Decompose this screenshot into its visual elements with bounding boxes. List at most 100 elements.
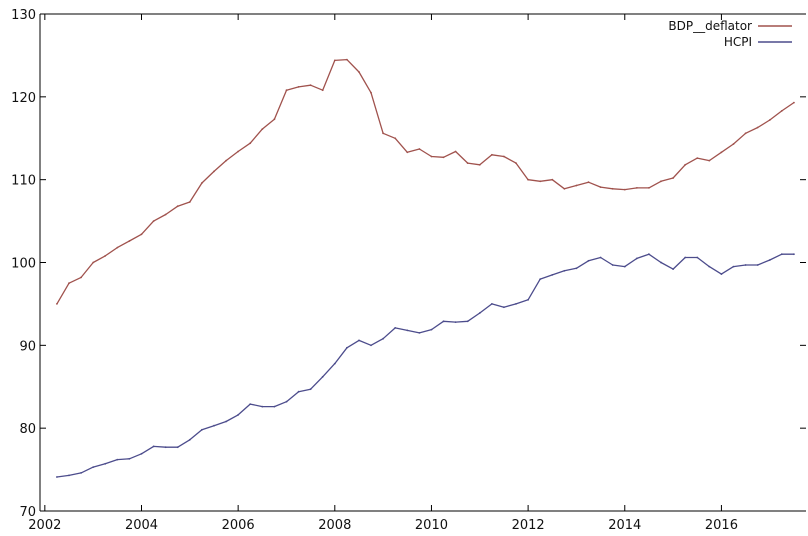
data-point <box>515 303 517 305</box>
series-line <box>56 58 795 305</box>
data-point <box>515 162 517 165</box>
data-point <box>370 344 372 347</box>
data-point <box>56 303 58 305</box>
data-point <box>551 274 554 276</box>
data-point <box>346 346 348 349</box>
data-point <box>116 246 119 249</box>
data-point <box>660 261 662 264</box>
data-point <box>333 59 336 62</box>
data-point <box>599 186 602 189</box>
data-point <box>346 58 348 61</box>
data-point <box>201 182 203 184</box>
data-point <box>672 268 674 270</box>
x-tick-label: 2002 <box>28 518 61 533</box>
x-tick-label: 2010 <box>415 518 448 533</box>
data-point <box>768 119 771 121</box>
series-bdp-deflator <box>56 58 795 305</box>
y-tick-label: 130 <box>11 8 36 23</box>
data-point <box>478 312 481 314</box>
data-point <box>237 414 240 416</box>
data-point <box>128 457 131 460</box>
data-point <box>104 255 107 257</box>
data-point <box>80 472 82 474</box>
y-tick-label: 100 <box>11 257 36 272</box>
data-point <box>188 438 191 441</box>
data-point <box>648 187 650 189</box>
data-point <box>92 466 95 468</box>
data-point <box>587 181 590 184</box>
legend-item: HCPI <box>724 35 792 49</box>
data-point <box>684 163 687 166</box>
data-point <box>213 170 215 173</box>
data-point <box>406 329 409 332</box>
data-point <box>128 240 131 242</box>
axes <box>39 13 806 512</box>
data-point <box>358 71 360 73</box>
data-point <box>309 84 312 87</box>
data-point <box>672 177 674 179</box>
series-line <box>56 253 794 478</box>
data-point <box>333 362 336 365</box>
data-point <box>780 253 783 256</box>
data-point <box>297 86 300 88</box>
data-point <box>382 132 384 135</box>
data-point <box>201 428 203 431</box>
data-point <box>68 474 70 477</box>
data-point <box>394 327 397 329</box>
data-point <box>261 128 264 131</box>
data-point <box>92 261 95 264</box>
data-point <box>732 265 735 268</box>
data-point <box>225 159 228 162</box>
data-point <box>454 150 457 153</box>
data-point <box>56 476 58 478</box>
data-point <box>636 257 638 260</box>
data-point <box>285 400 288 403</box>
legend-item: BDP__deflator <box>668 19 792 33</box>
data-point <box>575 267 578 270</box>
data-point <box>321 375 324 378</box>
data-point <box>503 306 505 309</box>
data-point <box>466 320 469 323</box>
legend-label: HCPI <box>724 35 752 49</box>
data-point <box>527 298 529 301</box>
data-point <box>744 264 747 266</box>
data-point <box>756 126 759 129</box>
data-point <box>744 132 747 135</box>
data-point <box>406 151 409 154</box>
data-point <box>539 278 542 280</box>
data-point <box>454 321 457 323</box>
x-tick-label: 2012 <box>512 518 545 533</box>
data-point <box>80 276 82 279</box>
y-tick-label: 110 <box>11 174 36 189</box>
data-point <box>793 101 795 104</box>
data-point <box>720 151 723 154</box>
data-point <box>104 462 107 465</box>
data-point <box>732 143 735 145</box>
data-point <box>720 273 723 275</box>
data-point <box>442 320 445 323</box>
data-point <box>696 157 699 160</box>
series-hcpi <box>56 253 795 478</box>
data-point <box>382 337 384 340</box>
data-point <box>188 201 191 203</box>
data-point <box>249 142 252 145</box>
data-point <box>430 155 433 158</box>
data-point <box>696 256 699 259</box>
data-point <box>636 187 638 189</box>
data-point <box>358 339 360 342</box>
data-point <box>780 110 783 112</box>
data-point <box>623 265 626 268</box>
data-point <box>164 213 167 216</box>
legend: BDP__deflator HCPI <box>668 19 792 49</box>
data-point <box>164 446 167 449</box>
data-point <box>563 269 566 272</box>
data-point <box>152 445 155 448</box>
data-point <box>140 233 143 236</box>
y-tick-label: 90 <box>19 339 36 354</box>
data-point <box>756 264 759 266</box>
x-tick-label: 2008 <box>318 518 351 533</box>
data-point <box>116 458 119 461</box>
data-point <box>793 253 795 256</box>
x-tick-label: 2016 <box>705 518 738 533</box>
data-point <box>478 163 481 166</box>
